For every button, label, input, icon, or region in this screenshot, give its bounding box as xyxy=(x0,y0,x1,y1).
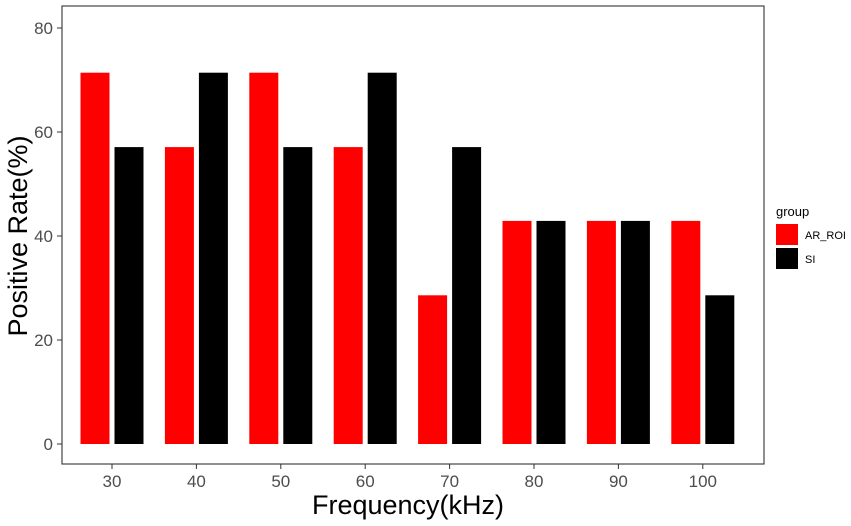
y-tick-label: 40 xyxy=(34,227,53,246)
x-axis-title: Frequency(kHz) xyxy=(312,490,504,520)
bar-si-30 xyxy=(114,147,144,444)
bar-si-70 xyxy=(452,147,482,444)
x-tick-label: 100 xyxy=(689,472,717,491)
x-tick-label: 40 xyxy=(187,472,206,491)
y-tick-label: 20 xyxy=(34,331,53,350)
y-tick-label: 80 xyxy=(34,19,53,38)
x-tick-label: 90 xyxy=(609,472,628,491)
bar-ar-roi-80 xyxy=(502,220,532,444)
x-tick-label: 30 xyxy=(103,472,122,491)
y-tick-label: 0 xyxy=(44,435,53,454)
legend-key-ar-roi xyxy=(776,224,798,245)
bar-si-50 xyxy=(283,147,313,444)
x-tick-label: 50 xyxy=(271,472,290,491)
bar-ar-roi-70 xyxy=(418,295,448,444)
bar-ar-roi-30 xyxy=(80,72,110,444)
bar-si-90 xyxy=(620,220,650,444)
bar-ar-roi-40 xyxy=(164,147,194,444)
bar-si-80 xyxy=(536,220,566,444)
y-tick-label: 60 xyxy=(34,123,53,142)
bar-si-100 xyxy=(705,295,735,444)
legend-key-si xyxy=(776,248,798,269)
bar-si-60 xyxy=(367,72,397,444)
x-tick-label: 60 xyxy=(356,472,375,491)
legend-label-ar-roi: AR_ROI xyxy=(805,230,846,242)
bar-ar-roi-100 xyxy=(671,220,701,444)
bar-ar-roi-60 xyxy=(333,147,363,444)
legend: group AR_ROI SI xyxy=(776,204,846,269)
bars-layer xyxy=(80,72,735,444)
x-tick-label: 80 xyxy=(525,472,544,491)
bar-ar-roi-50 xyxy=(249,72,279,444)
legend-label-si: SI xyxy=(805,254,815,266)
bar-si-40 xyxy=(198,72,228,444)
y-axis: 0 20 40 60 80 xyxy=(34,19,62,454)
legend-title: group xyxy=(776,204,809,219)
x-axis: 30 40 50 60 70 80 90 100 xyxy=(103,464,717,491)
x-tick-label: 70 xyxy=(440,472,459,491)
bar-ar-roi-90 xyxy=(586,220,616,444)
y-axis-title: Positive Rate(%) xyxy=(3,135,33,336)
